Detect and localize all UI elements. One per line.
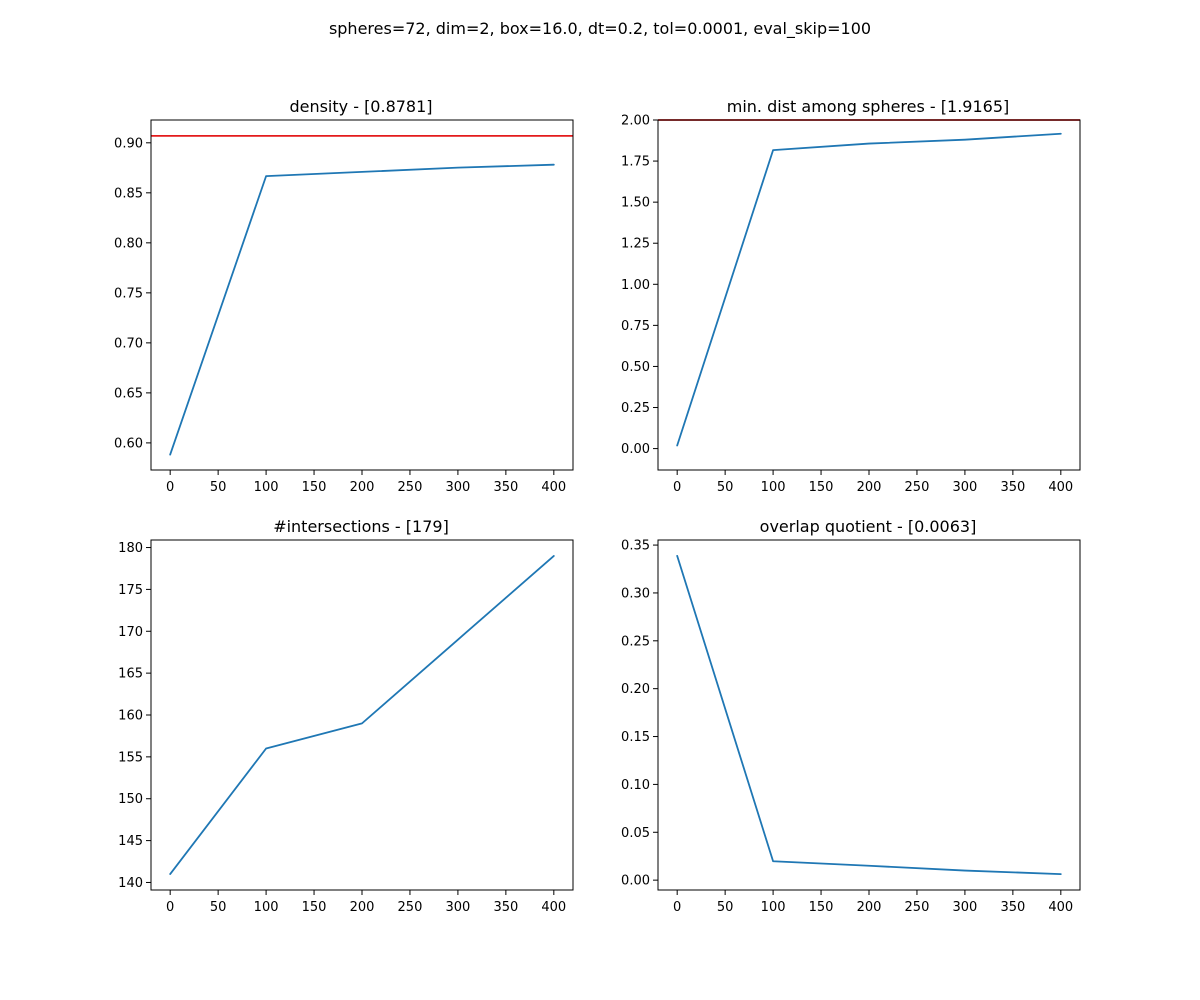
intersections-x-tick-label: 100 bbox=[254, 900, 279, 915]
intersections-x-tick-label: 300 bbox=[445, 900, 470, 915]
intersections-y-tick-label: 155 bbox=[118, 750, 143, 765]
min-dist-x-tick-label: 350 bbox=[1000, 480, 1025, 495]
intersections-x-tick-label: 50 bbox=[210, 900, 227, 915]
density-y-tick-label: 0.80 bbox=[114, 236, 143, 251]
intersections-y-tick-label: 140 bbox=[118, 876, 143, 891]
overlap-quotient-x-tick-label: 200 bbox=[857, 900, 882, 915]
intersections-x-tick-label: 150 bbox=[302, 900, 327, 915]
intersections-axes-frame bbox=[150, 539, 574, 891]
intersections-y-tick-label: 160 bbox=[118, 709, 143, 724]
overlap-quotient-x-tick-label: 350 bbox=[1000, 900, 1025, 915]
intersections-y-tick-label: 180 bbox=[118, 541, 143, 556]
min-dist-x-tick-label: 150 bbox=[809, 480, 834, 495]
density-series-line bbox=[169, 163, 555, 456]
overlap-quotient-y-tick-label: 0.25 bbox=[621, 634, 650, 649]
min-dist-y-tick-label: 0.00 bbox=[621, 442, 650, 457]
density-y-tick-label: 0.90 bbox=[114, 136, 143, 151]
min-dist-y-tick-label: 1.00 bbox=[621, 278, 650, 293]
overlap-quotient-x-tick-label: 50 bbox=[717, 900, 734, 915]
intersections-y-tick-label: 175 bbox=[118, 583, 143, 598]
intersections-y-tick-label: 170 bbox=[118, 625, 143, 640]
intersections-y-tick-label: 150 bbox=[118, 792, 143, 807]
overlap-quotient-y-tick-label: 0.35 bbox=[621, 539, 650, 554]
intersections-x-tick-label: 350 bbox=[493, 900, 518, 915]
overlap-quotient-subplot: overlap quotient - [0.0063] 0 50 100 150 200… bbox=[621, 517, 1081, 915]
overlap-quotient-axes-frame bbox=[657, 539, 1081, 891]
intersections-x-tick-label: 400 bbox=[541, 900, 566, 915]
intersections-x-tick-label: 0 bbox=[166, 900, 174, 915]
min-dist-y-tick-label: 2.00 bbox=[621, 114, 650, 129]
overlap-quotient-x-tick-label: 300 bbox=[952, 900, 977, 915]
min-dist-x-tick-label: 250 bbox=[905, 480, 930, 495]
density-y-tick-label: 0.75 bbox=[114, 286, 143, 301]
min-dist-subplot-title: min. dist among spheres - [1.9165] bbox=[727, 97, 1010, 116]
overlap-quotient-x-tick-label: 250 bbox=[905, 900, 930, 915]
min-dist-x-tick-label: 200 bbox=[857, 480, 882, 495]
density-y-tick-label: 0.65 bbox=[114, 386, 143, 401]
min-dist-y-tick-label: 0.75 bbox=[621, 319, 650, 334]
density-subplot-title: density - [0.8781] bbox=[289, 97, 432, 116]
density-x-tick-label: 50 bbox=[210, 480, 227, 495]
min-dist-y-tick-label: 1.75 bbox=[621, 155, 650, 170]
overlap-quotient-x-tick-label: 400 bbox=[1048, 900, 1073, 915]
min-dist-x-tick-label: 0 bbox=[673, 480, 681, 495]
min-dist-series-line bbox=[676, 132, 1062, 447]
intersections-x-tick-label: 200 bbox=[350, 900, 375, 915]
min-dist-x-tick-label: 100 bbox=[761, 480, 786, 495]
overlap-quotient-y-tick-label: 0.05 bbox=[621, 826, 650, 841]
overlap-quotient-x-tick-label: 100 bbox=[761, 900, 786, 915]
density-x-tick-label: 300 bbox=[445, 480, 470, 495]
overlap-quotient-y-tick-label: 0.30 bbox=[621, 586, 650, 601]
density-x-tick-label: 100 bbox=[254, 480, 279, 495]
overlap-quotient-x-tick-label: 150 bbox=[809, 900, 834, 915]
min-dist-x-tick-label: 50 bbox=[717, 480, 734, 495]
density-x-tick-label: 250 bbox=[398, 480, 423, 495]
intersections-x-tick-label: 250 bbox=[398, 900, 423, 915]
min-dist-y-tick-label: 0.25 bbox=[621, 401, 650, 416]
intersections-series-line bbox=[169, 555, 555, 875]
min-dist-x-tick-label: 400 bbox=[1048, 480, 1073, 495]
density-y-tick-label: 0.60 bbox=[114, 436, 143, 451]
density-y-tick-label: 0.85 bbox=[114, 186, 143, 201]
overlap-quotient-series-line bbox=[676, 554, 1062, 876]
overlap-quotient-y-tick-label: 0.20 bbox=[621, 682, 650, 697]
min-dist-axes-frame bbox=[657, 119, 1081, 471]
min-dist-y-tick-label: 1.50 bbox=[621, 196, 650, 211]
min-dist-subplot: min. dist among spheres - [1.9165] 0 50 10… bbox=[621, 97, 1081, 495]
intersections-y-tick-label: 165 bbox=[118, 667, 143, 682]
density-x-tick-label: 150 bbox=[302, 480, 327, 495]
density-x-tick-label: 200 bbox=[350, 480, 375, 495]
density-x-tick-label: 350 bbox=[493, 480, 518, 495]
intersections-y-tick-label: 145 bbox=[118, 834, 143, 849]
min-dist-y-tick-label: 1.25 bbox=[621, 237, 650, 252]
figure-suptitle: spheres=72, dim=2, box=16.0, dt=0.2, tol… bbox=[329, 19, 871, 39]
intersections-subplot: #intersections - [179] 0 50 100 150 200 250 30… bbox=[118, 517, 574, 915]
min-dist-x-tick-label: 300 bbox=[952, 480, 977, 495]
overlap-quotient-y-tick-label: 0.15 bbox=[621, 730, 650, 745]
overlap-quotient-subplot-title: overlap quotient - [0.0063] bbox=[760, 517, 977, 536]
intersections-subplot-title: #intersections - [179] bbox=[273, 517, 449, 536]
density-x-tick-label: 0 bbox=[166, 480, 174, 495]
overlap-quotient-y-tick-label: 0.00 bbox=[621, 874, 650, 889]
overlap-quotient-x-tick-label: 0 bbox=[673, 900, 681, 915]
density-y-tick-label: 0.70 bbox=[114, 336, 143, 351]
overlap-quotient-y-tick-label: 0.10 bbox=[621, 778, 650, 793]
density-subplot: density - [0.8781] 0 50 100 150 200 250 300 350… bbox=[114, 97, 574, 495]
min-dist-y-tick-label: 0.50 bbox=[621, 360, 650, 375]
density-x-tick-label: 400 bbox=[541, 480, 566, 495]
